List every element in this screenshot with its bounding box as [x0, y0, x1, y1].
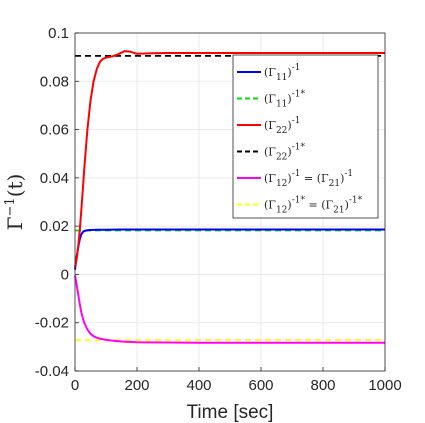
series-line-4: [74, 275, 385, 344]
plot-frame: [74, 32, 386, 372]
legend-label-4: (Γ12)-1 = (Γ21)-1: [264, 169, 353, 189]
series-line-2: [74, 50, 385, 268]
y-axis-label-arg: (t): [3, 174, 27, 198]
legend-label-5: (Γ12)-1* = (Γ21)-1*: [264, 196, 363, 216]
y-axis-label-base: Γ: [3, 216, 27, 230]
y-tick-label: 0.08: [40, 73, 69, 90]
legend-label-0: (Γ11)-1: [264, 63, 300, 83]
y-tick-label: 0.04: [40, 170, 69, 187]
series-layer: [74, 50, 385, 344]
y-tick-label: 0.02: [40, 218, 69, 235]
y-tick-label: -0.02: [35, 315, 69, 332]
legend-box: [232, 54, 379, 219]
x-tick-label: 600: [248, 377, 273, 394]
x-tick-label: 200: [124, 377, 149, 394]
x-axis-label: Time [sec]: [187, 402, 274, 423]
legend-label-3: (Γ22)-1*: [264, 143, 305, 163]
legend-label-1: (Γ11)-1*: [264, 90, 305, 110]
x-axis-ticks: 0 200 400 600 800 1000: [71, 367, 402, 394]
legend-items: (Γ11)-1 (Γ11)-1* (Γ22)-1 (Γ22)-1* (Γ12)-1 = …: [237, 63, 363, 216]
y-tick-label: 0.06: [40, 122, 69, 139]
y-axis-label: Γ−1(t): [3, 174, 27, 231]
y-tick-label: 0.1: [48, 25, 69, 42]
x-tick-label: 800: [310, 377, 335, 394]
x-tick-label: 400: [186, 377, 211, 394]
y-tick-label: -0.04: [35, 363, 69, 380]
x-tick-label: 0: [71, 377, 79, 394]
y-axis-label-sup: −1: [3, 197, 18, 216]
legend: (Γ11)-1 (Γ11)-1* (Γ22)-1 (Γ22)-1* (Γ12)-1 = …: [232, 54, 379, 219]
y-tick-label: 0: [61, 266, 69, 283]
y-axis-ticks: -0.04 -0.02 0 0.02 0.04 0.06 0.08 0.1: [35, 25, 79, 380]
legend-label-2: (Γ22)-1: [264, 116, 300, 136]
x-tick-label: 1000: [368, 377, 401, 394]
